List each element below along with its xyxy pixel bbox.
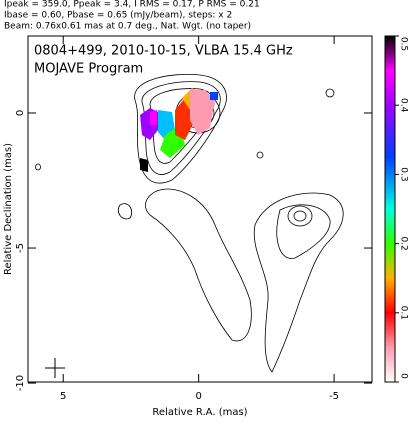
y-tick-label: -5 <box>15 243 26 253</box>
x-tick-label: -5 <box>329 391 339 402</box>
colorbar-tick-label: 0.5 <box>399 37 409 51</box>
colorbar-tick-label: 0 <box>399 373 409 379</box>
chart-subtitle: MOJAVE Program <box>34 62 143 77</box>
chart-title: 0804+499, 2010-10-15, VLBA 15.4 GHz <box>34 44 293 59</box>
colorbar-tick-label: 0.3 <box>399 167 409 181</box>
header-line: Ipeak = 359.0, Ppeak = 3.4, I RMS = 0.17… <box>4 0 260 10</box>
y-tick-label: -10 <box>15 375 26 391</box>
y-tick-label: 0 <box>15 110 26 116</box>
polarization-patches <box>140 88 218 172</box>
colorbar-tick-label: 0.2 <box>399 236 409 250</box>
y-axis-label: Relative Declination (mas) <box>3 143 14 275</box>
colorbar <box>384 35 396 383</box>
colorbar-tick-label: 0.4 <box>399 98 409 113</box>
x-tick-label: 0 <box>195 391 201 402</box>
header-line: Beam: 0.76x0.61 mas at 0.7 deg., Nat. Wg… <box>4 22 251 32</box>
header-line: Ibase = 0.60, Pbase = 0.65 (mJy/beam), s… <box>4 11 232 21</box>
beam-cross <box>45 358 65 378</box>
x-tick-label: 5 <box>60 391 66 402</box>
x-axis-label: Relative R.A. (mas) <box>152 407 247 418</box>
colorbar-tick-label: 0.1 <box>399 306 409 320</box>
